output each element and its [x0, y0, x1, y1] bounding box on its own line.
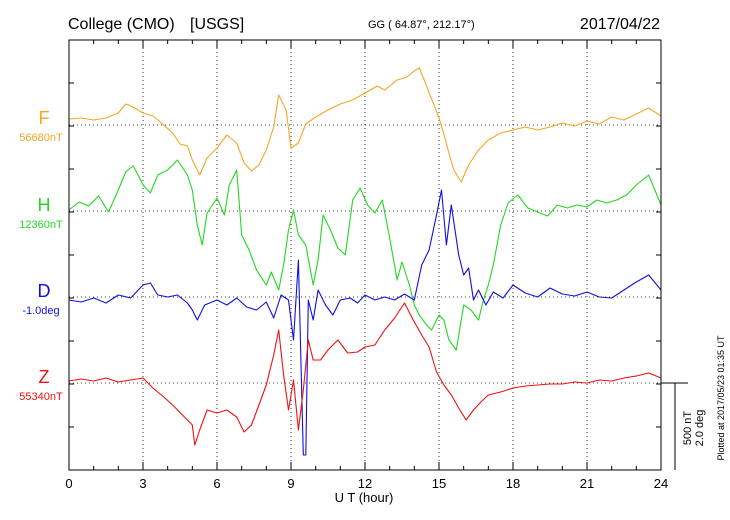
grid-lines: [69, 40, 661, 470]
source-title: [USGS]: [190, 16, 244, 33]
x-axis-label: U T (hour): [335, 490, 394, 505]
x-tick-label: 0: [65, 476, 72, 491]
x-tick-label: 24: [654, 476, 668, 491]
x-tick-label: 12: [358, 476, 372, 491]
scale-deg-label: 2.0 deg: [694, 410, 706, 447]
plotted-timestamp: Plotted at 2017/05/23 01:35 UT: [716, 335, 726, 461]
x-tick-label: 15: [432, 476, 446, 491]
series-name-h: H: [38, 195, 51, 215]
series-line-h: [68, 159, 662, 351]
series-baseline-d: -1.0deg: [22, 305, 59, 317]
x-tick-label: 3: [139, 476, 146, 491]
x-tick-label: 18: [506, 476, 520, 491]
series-line-d: [68, 189, 662, 456]
series-name-z: Z: [39, 367, 50, 387]
series-name-f: F: [39, 108, 50, 128]
x-tick-label: 6: [213, 476, 220, 491]
series-line-f: [68, 67, 662, 183]
station-title: College (CMO): [68, 16, 175, 33]
series-baseline-h: 12360nT: [19, 219, 63, 231]
series-lines: [68, 67, 662, 456]
series-baseline-z: 55340nT: [19, 391, 63, 403]
series-labels: F 56680nT H 12360nT D -1.0deg Z 55340nT: [19, 108, 63, 403]
x-tick-label: 9: [287, 476, 294, 491]
scale-nt-label: 500 nT: [682, 411, 694, 446]
x-axis-ticks: 0 3 6 9 12 15 18 21 24: [65, 39, 668, 491]
series-baseline-f: 56680nT: [19, 132, 63, 144]
date-label: 2017/04/22: [580, 16, 660, 33]
series-name-d: D: [38, 281, 51, 301]
series-line-z: [68, 302, 662, 446]
x-tick-label: 21: [580, 476, 594, 491]
coordinates-label: GG ( 64.87°, 212.17°): [368, 19, 475, 31]
